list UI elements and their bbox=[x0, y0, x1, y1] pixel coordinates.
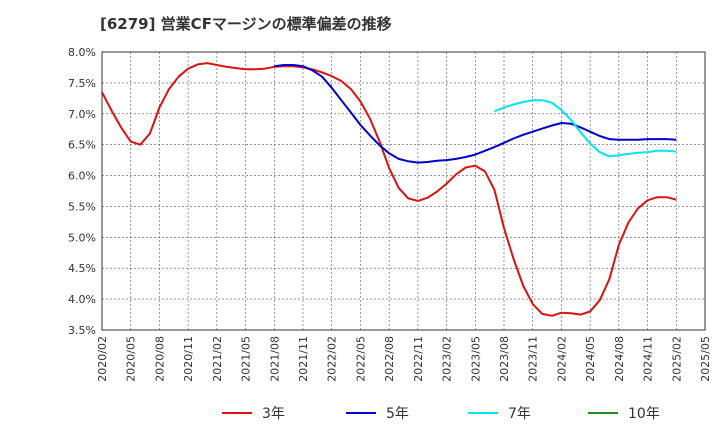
legend-label: 10年 bbox=[628, 406, 660, 422]
x-tick-label: 2022/02 bbox=[326, 336, 339, 382]
x-tick-label: 2020/02 bbox=[96, 336, 109, 382]
x-tick-label: 2025/05 bbox=[699, 336, 712, 382]
x-tick-label: 2024/05 bbox=[584, 336, 597, 382]
x-tick-label: 2024/02 bbox=[555, 336, 568, 382]
y-axis-ticks: 3.5% 4.0% 4.5% 5.0% 5.5% 6.0% 6.5% 7.0% 7.5% 8.0% bbox=[68, 46, 96, 337]
x-tick-label: 2023/02 bbox=[441, 336, 454, 382]
x-tick-label: 2024/11 bbox=[642, 336, 655, 382]
legend-label: 5年 bbox=[386, 406, 409, 422]
legend-item: 7年 bbox=[468, 406, 531, 422]
x-tick-label: 2022/08 bbox=[383, 336, 396, 382]
x-tick-label: 2022/11 bbox=[412, 336, 425, 382]
y-tick-label: 4.0% bbox=[68, 293, 96, 306]
y-tick-label: 8.0% bbox=[68, 46, 96, 59]
chart-title: [6279] 営業CFマージンの標準偏差の推移 bbox=[100, 15, 392, 33]
y-tick-label: 5.0% bbox=[68, 231, 96, 244]
y-tick-label: 6.5% bbox=[68, 139, 96, 152]
x-tick-label: 2024/08 bbox=[613, 336, 626, 382]
y-tick-label: 7.5% bbox=[68, 77, 96, 90]
series-line-3年 bbox=[101, 62, 677, 317]
x-tick-label: 2020/05 bbox=[125, 336, 138, 382]
legend-label: 7年 bbox=[508, 406, 531, 422]
x-tick-label: 2025/02 bbox=[670, 336, 683, 382]
plot-frame bbox=[101, 51, 706, 331]
x-tick-label: 2021/02 bbox=[211, 336, 224, 382]
legend-item: 10年 bbox=[588, 406, 660, 422]
y-tick-label: 5.5% bbox=[68, 200, 96, 213]
y-tick-label: 3.5% bbox=[68, 324, 96, 337]
y-tick-label: 7.0% bbox=[68, 108, 96, 121]
x-tick-label: 2020/08 bbox=[153, 336, 166, 382]
x-tick-label: 2021/05 bbox=[240, 336, 253, 382]
legend-item: 3年 bbox=[222, 406, 285, 422]
series-line-7年 bbox=[494, 99, 677, 158]
x-tick-label: 2022/05 bbox=[354, 336, 367, 382]
x-tick-label: 2023/05 bbox=[469, 336, 482, 382]
x-tick-label: 2021/11 bbox=[297, 336, 310, 382]
legend: 3年 5年 7年 10年 bbox=[222, 406, 660, 422]
x-axis-ticks: 2020/02 2020/05 2020/08 2020/11 2021/02 2021/… bbox=[96, 336, 712, 382]
x-tick-label: 2023/11 bbox=[527, 336, 540, 382]
series-lines bbox=[101, 62, 677, 317]
y-tick-label: 4.5% bbox=[68, 262, 96, 275]
series-line-5年 bbox=[274, 64, 677, 164]
x-tick-label: 2021/08 bbox=[268, 336, 281, 382]
x-tick-label: 2023/08 bbox=[498, 336, 511, 382]
legend-label: 3年 bbox=[262, 406, 285, 422]
y-tick-label: 6.0% bbox=[68, 170, 96, 183]
legend-item: 5年 bbox=[346, 406, 409, 422]
x-tick-label: 2020/11 bbox=[182, 336, 195, 382]
plot-area bbox=[102, 52, 705, 330]
